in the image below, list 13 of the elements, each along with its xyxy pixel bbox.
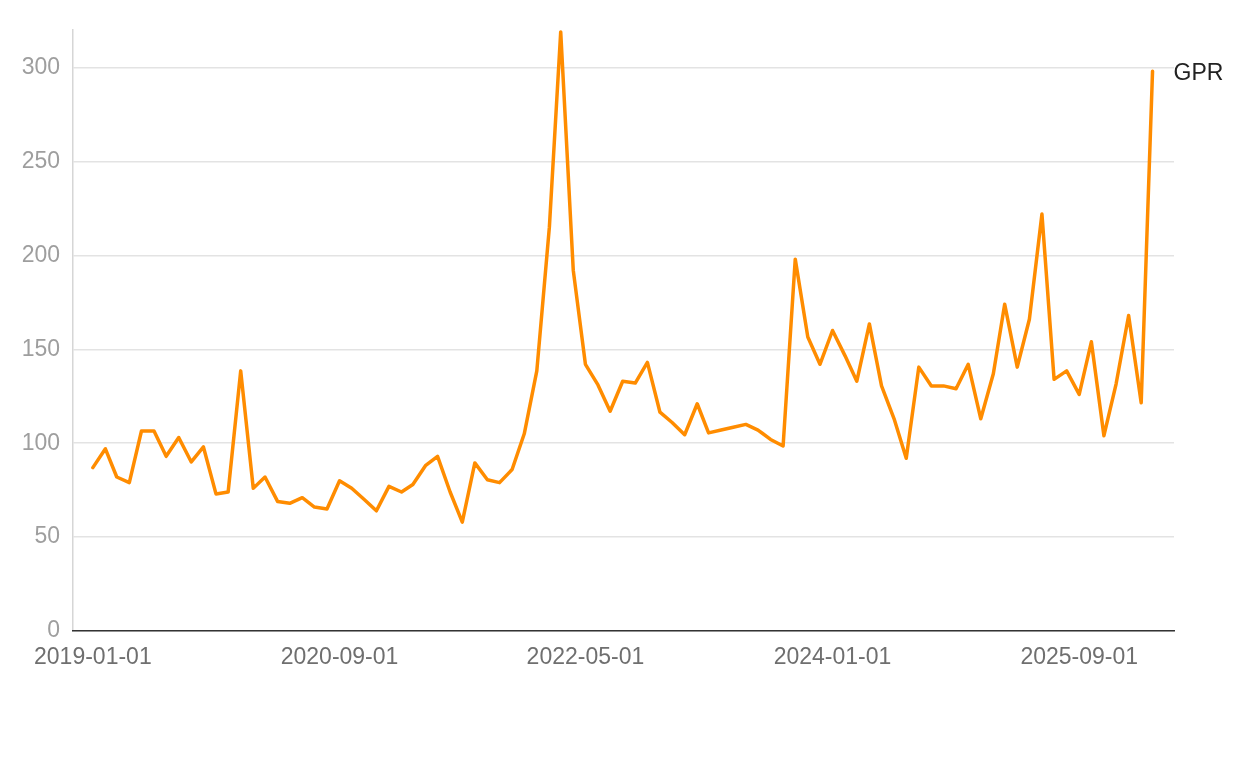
x-tick-label: 2020-09-01 — [280, 643, 399, 670]
y-tick-label: 200 — [21, 240, 60, 267]
x-tick-label: 2019-01-01 — [34, 643, 152, 670]
x-tick-label: 2024-01-01 — [773, 643, 892, 670]
y-tick-label: 100 — [21, 428, 60, 455]
x-tick-label: 2025-09-01 — [1020, 643, 1139, 670]
x-tick-label: 2022-05-01 — [526, 643, 645, 670]
y-tick-label: 300 — [21, 52, 60, 79]
y-tick-label: 150 — [21, 334, 60, 361]
series-label: GPR — [1173, 58, 1224, 85]
y-tick-label: 50 — [34, 522, 60, 549]
y-tick-label: 0 — [47, 616, 60, 643]
y-tick-label: 250 — [21, 146, 60, 173]
